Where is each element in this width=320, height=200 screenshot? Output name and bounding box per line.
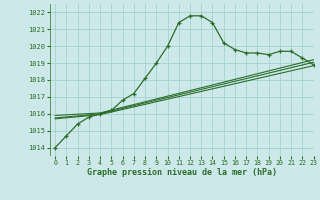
X-axis label: Graphe pression niveau de la mer (hPa): Graphe pression niveau de la mer (hPa) <box>87 168 276 177</box>
